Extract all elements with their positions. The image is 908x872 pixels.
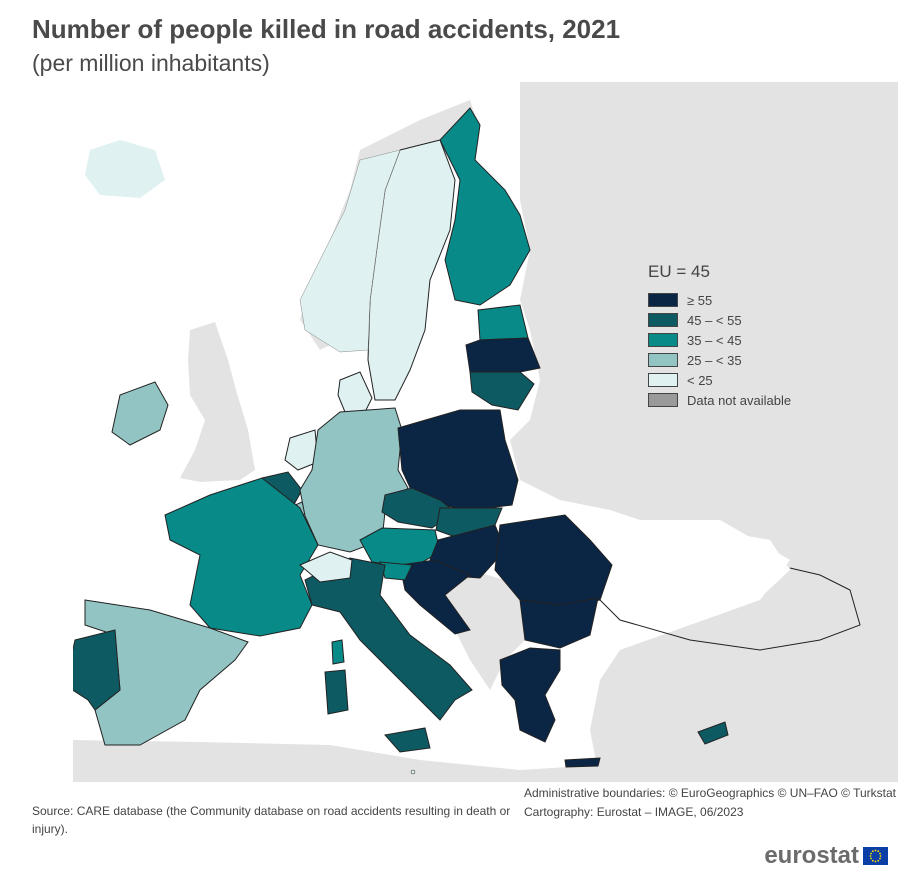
legend-item-ge55: ≥ 55: [648, 290, 791, 310]
legend: EU = 45 ≥ 55 45 – < 55 35 – < 45 25 – < …: [648, 262, 791, 410]
eurostat-logo: eurostat: [764, 842, 888, 870]
legend-item-na: Data not available: [648, 390, 791, 410]
region-greece-crete: [564, 757, 601, 768]
legend-item-45-55: 45 – < 55: [648, 310, 791, 330]
map-svg: [73, 82, 898, 782]
legend-swatch: [648, 293, 678, 307]
legend-label: < 25: [687, 372, 713, 388]
region-finland: [439, 107, 531, 306]
region-denmark: [337, 371, 373, 413]
region-cyprus: [697, 721, 729, 745]
map-title: Number of people killed in road accident…: [32, 14, 621, 44]
region-ireland: [111, 381, 169, 446]
region-croatia: [399, 559, 471, 635]
region-malta: [410, 769, 416, 775]
region-hungary: [429, 524, 506, 579]
region-netherlands: [284, 429, 319, 471]
legend-label: ≥ 55: [687, 292, 713, 308]
non-eu-land-north-africa: [73, 740, 600, 782]
region-latvia: [465, 337, 541, 373]
legend-item-25-35: 25 – < 35: [648, 350, 791, 370]
europe-map: [73, 82, 898, 782]
region-poland: [397, 409, 519, 511]
map-subtitle: (per million inhabitants): [32, 50, 270, 76]
credits-boundaries: Administrative boundaries: © EuroGeograp…: [523, 786, 896, 800]
region-italy: [304, 557, 473, 721]
legend-swatch: [648, 333, 678, 347]
region-portugal: [73, 629, 121, 711]
region-france: [164, 477, 319, 637]
non-eu-land-uk: [180, 322, 255, 482]
logo-text: eurostat: [764, 842, 859, 869]
legend-label: 35 – < 45: [687, 332, 742, 348]
map-credits: Administrative boundaries: © EuroGeograp…: [524, 784, 896, 822]
legend-swatch: [648, 393, 678, 407]
legend-item-lt25: < 25: [648, 370, 791, 390]
region-switzerland: [299, 551, 353, 583]
non-eu-land-east: [510, 82, 898, 782]
legend-label: Data not available: [687, 392, 792, 408]
region-estonia: [477, 304, 529, 341]
legend-swatch: [648, 373, 678, 387]
region-romania: [494, 514, 613, 606]
source-note: Source: CARE database (the Community dat…: [32, 804, 511, 836]
region-italy-sicily: [384, 727, 431, 753]
region-bulgaria: [519, 597, 599, 649]
legend-label: 25 – < 35: [687, 352, 742, 368]
non-eu-land-ukraine-white-sea: [610, 528, 790, 610]
region-lithuania: [469, 371, 535, 411]
region-france-corsica: [331, 639, 345, 665]
legend-label: 45 – < 55: [687, 312, 742, 328]
eu-flag-icon: [863, 847, 888, 865]
region-germany: [299, 407, 409, 553]
legend-swatch: [648, 313, 678, 327]
credits-cartography: Cartography: Eurostat – IMAGE, 06/2023: [523, 805, 744, 819]
region-greece: [499, 647, 561, 743]
non-eu-land-iceland: [85, 140, 165, 198]
legend-item-35-45: 35 – < 45: [648, 330, 791, 350]
region-norway-white: [299, 149, 401, 353]
non-eu-border-line: [599, 567, 861, 651]
region-italy-sardinia: [324, 669, 349, 715]
legend-title: EU = 45: [648, 262, 710, 281]
legend-swatch: [648, 353, 678, 367]
